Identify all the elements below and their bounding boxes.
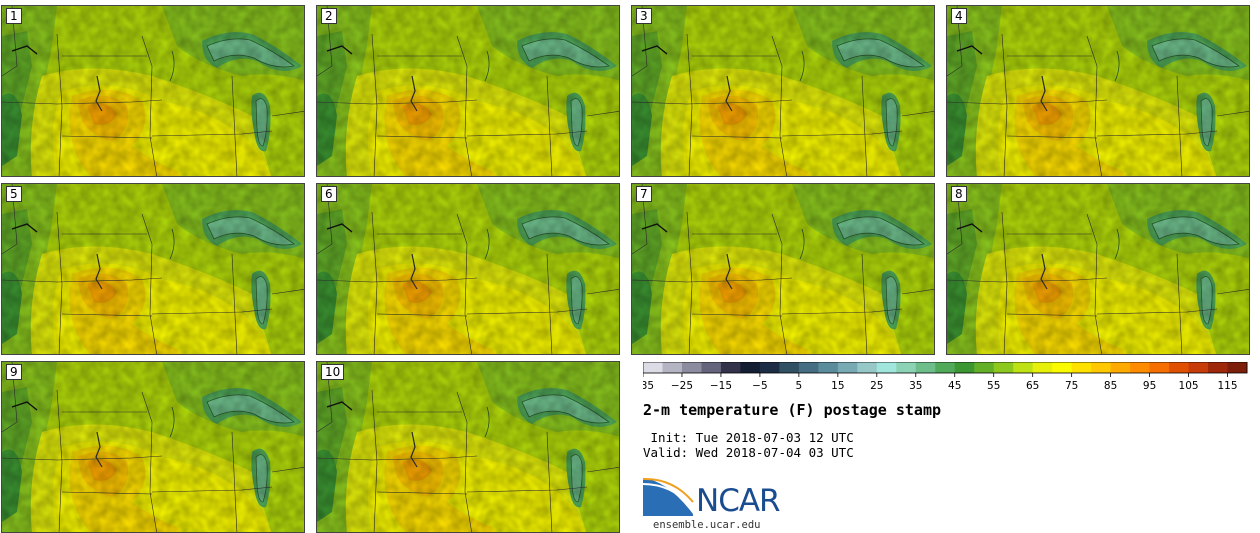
colorbar-ticks: −35 −25 −15 −5 5 15 25 35 45 55 65 75 85 95 105 115 <box>643 373 1238 392</box>
colorbar-swatch <box>759 362 780 373</box>
ensemble-url: ensemble.ucar.edu <box>653 519 761 531</box>
map-panel-3: 3 <box>631 5 935 177</box>
member-label: 9 <box>6 364 22 380</box>
member-label: 2 <box>321 8 337 24</box>
colorbar-swatch <box>1227 362 1248 373</box>
colorbar-tick-label: 15 <box>831 380 844 392</box>
colorbar-tick-label: 65 <box>1026 380 1039 392</box>
colorbar-swatch <box>779 362 800 373</box>
member-label: 4 <box>951 8 967 24</box>
member-label: 6 <box>321 186 337 202</box>
colorbar-swatch <box>1188 362 1209 373</box>
map-panel-6: 6 <box>316 183 620 355</box>
temperature-map <box>632 6 934 176</box>
temperature-map <box>632 184 934 354</box>
temperature-map <box>2 362 304 532</box>
temperature-map <box>947 6 1249 176</box>
valid-time: Valid: Wed 2018-07-04 03 UTC <box>643 445 854 460</box>
colorbar-swatch <box>720 362 741 373</box>
member-label: 8 <box>951 186 967 202</box>
colorbar-tick-label: 105 <box>1179 380 1199 392</box>
temperature-map <box>947 184 1249 354</box>
colorbar-swatch <box>1130 362 1151 373</box>
temperature-colorbar: −35 −25 −15 −5 5 15 25 35 45 55 65 75 85 95 105 115 <box>643 362 1248 392</box>
member-label: 3 <box>636 8 652 24</box>
init-time: Init: Tue 2018-07-03 12 UTC <box>643 430 854 445</box>
member-label: 7 <box>636 186 652 202</box>
colorbar-swatches <box>643 362 1248 373</box>
colorbar-tick-label: 75 <box>1065 380 1078 392</box>
colorbar-frame <box>643 362 1248 374</box>
colorbar-tick-label: −5 <box>752 380 767 392</box>
colorbar-tick-label: 95 <box>1143 380 1156 392</box>
colorbar-swatch <box>876 362 897 373</box>
plot-title: 2-m temperature (F) postage stamp <box>643 401 942 419</box>
colorbar-tick-label: −25 <box>671 380 693 392</box>
colorbar-swatch <box>1149 362 1170 373</box>
member-label: 1 <box>6 8 22 24</box>
colorbar-tick-label: 25 <box>870 380 883 392</box>
colorbar-swatch <box>1071 362 1092 373</box>
colorbar-tick-label: 5 <box>796 380 803 392</box>
map-panel-5: 5 <box>1 183 305 355</box>
map-panel-4: 4 <box>946 5 1250 177</box>
colorbar-swatch <box>798 362 819 373</box>
colorbar-swatch <box>1013 362 1034 373</box>
colorbar-tick-label: −35 <box>643 380 654 392</box>
member-label: 5 <box>6 186 22 202</box>
temperature-map <box>317 184 619 354</box>
colorbar-swatch <box>896 362 917 373</box>
colorbar-swatch <box>857 362 878 373</box>
colorbar-swatch <box>974 362 995 373</box>
map-panel-10: 10 <box>316 361 620 533</box>
map-panel-8: 8 <box>946 183 1250 355</box>
colorbar-tick-label: 85 <box>1104 380 1117 392</box>
ncar-logo-icon <box>643 477 694 516</box>
colorbar-swatch <box>701 362 722 373</box>
colorbar-swatch <box>1110 362 1131 373</box>
colorbar-swatch <box>1032 362 1053 373</box>
colorbar-tick-label: −15 <box>710 380 732 392</box>
colorbar-swatch <box>818 362 839 373</box>
temperature-map <box>317 6 619 176</box>
colorbar-swatch <box>1052 362 1073 373</box>
colorbar-swatch <box>915 362 936 373</box>
colorbar-swatch <box>935 362 956 373</box>
colorbar-swatch <box>1208 362 1229 373</box>
colorbar-tick-label: 55 <box>987 380 1000 392</box>
colorbar-tick-label: 45 <box>948 380 961 392</box>
colorbar-swatch <box>1091 362 1112 373</box>
ncar-logo-text: NCAR <box>696 483 781 519</box>
colorbar-swatch <box>993 362 1014 373</box>
temperature-map <box>2 184 304 354</box>
colorbar-swatch <box>1169 362 1190 373</box>
temperature-map <box>2 6 304 176</box>
map-panel-7: 7 <box>631 183 935 355</box>
map-panel-1: 1 <box>1 5 305 177</box>
colorbar-tick-label: 35 <box>909 380 922 392</box>
colorbar-tick-label: 115 <box>1217 380 1237 392</box>
colorbar-swatch <box>740 362 761 373</box>
colorbar-swatch <box>681 362 702 373</box>
colorbar-swatch <box>643 362 663 373</box>
map-panel-9: 9 <box>1 361 305 533</box>
colorbar-swatch <box>837 362 858 373</box>
member-label: 10 <box>321 364 345 380</box>
temperature-map <box>317 362 619 532</box>
map-panel-2: 2 <box>316 5 620 177</box>
colorbar-swatch <box>662 362 683 373</box>
colorbar-swatch <box>954 362 975 373</box>
